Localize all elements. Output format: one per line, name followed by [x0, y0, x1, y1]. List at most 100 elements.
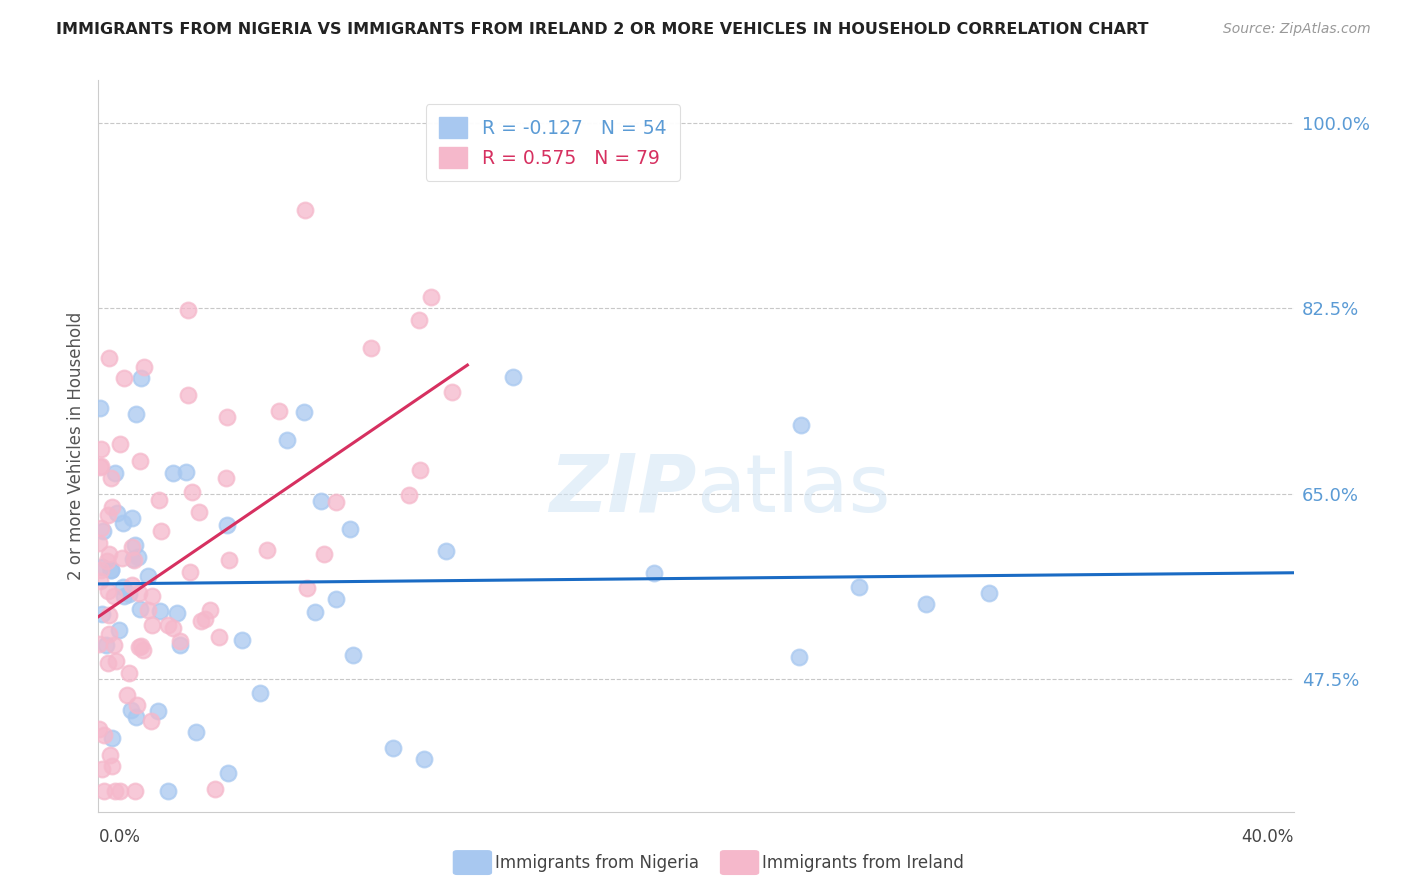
Point: [360, 341, 382, 355]
Point: [112, 589, 135, 603]
Point: [215, 471, 238, 485]
Point: [89, 637, 111, 651]
Point: [148, 493, 170, 508]
Point: [93, 729, 115, 743]
Point: [111, 580, 134, 594]
Point: [117, 665, 139, 680]
Point: [162, 467, 184, 481]
Point: [128, 640, 150, 654]
Point: [141, 618, 163, 632]
Point: [643, 566, 665, 581]
Point: [441, 384, 464, 399]
Point: [848, 581, 870, 595]
Point: [412, 752, 434, 766]
Point: [101, 731, 124, 745]
Point: [104, 783, 127, 797]
Point: [325, 495, 347, 509]
Point: [129, 639, 152, 653]
Point: [217, 518, 239, 533]
Point: [187, 505, 209, 519]
Point: [127, 549, 149, 564]
Point: [787, 649, 810, 664]
Point: [420, 290, 443, 304]
Point: [434, 544, 457, 558]
Point: [96, 554, 118, 568]
Point: [101, 500, 124, 514]
Point: [269, 404, 291, 418]
Point: [169, 633, 191, 648]
Point: [89, 401, 111, 416]
Point: [129, 454, 152, 468]
Point: [132, 643, 155, 657]
Point: [156, 783, 179, 797]
Point: [231, 633, 253, 648]
Point: [309, 494, 332, 508]
Point: [90, 521, 112, 535]
Point: [979, 586, 1001, 600]
Point: [89, 574, 111, 588]
Point: [177, 303, 200, 318]
Point: [339, 522, 361, 536]
Point: [194, 612, 217, 626]
Point: [129, 601, 152, 615]
Point: [136, 603, 159, 617]
Point: [91, 607, 114, 621]
Point: [91, 524, 114, 538]
Point: [120, 703, 142, 717]
Point: [112, 516, 135, 530]
Point: [103, 639, 125, 653]
Point: [157, 618, 180, 632]
Point: [198, 603, 221, 617]
Point: [148, 604, 170, 618]
Point: [190, 614, 212, 628]
Point: [382, 741, 405, 756]
Point: [208, 631, 231, 645]
Point: [104, 467, 127, 481]
Point: [174, 465, 197, 479]
Text: ZIP: ZIP: [548, 450, 696, 529]
Point: [110, 783, 132, 797]
Text: 40.0%: 40.0%: [1241, 828, 1294, 846]
Point: [125, 698, 148, 713]
Point: [111, 551, 134, 566]
Point: [97, 608, 120, 623]
Point: [97, 656, 120, 670]
Point: [256, 543, 278, 558]
Point: [121, 578, 143, 592]
Point: [408, 312, 430, 326]
Point: [124, 538, 146, 552]
Point: [97, 508, 120, 523]
Point: [90, 442, 112, 456]
Point: [314, 547, 336, 561]
Point: [90, 563, 112, 577]
Point: [104, 654, 127, 668]
Text: atlas: atlas: [696, 450, 890, 529]
Point: [141, 714, 163, 728]
Point: [101, 759, 124, 773]
Point: [100, 563, 122, 577]
Point: [177, 388, 200, 402]
Point: [141, 589, 163, 603]
Point: [914, 597, 936, 611]
Text: 0.0%: 0.0%: [98, 828, 141, 846]
Point: [105, 506, 128, 520]
Point: [122, 553, 145, 567]
Point: [125, 710, 148, 724]
Point: [89, 723, 111, 737]
Point: [129, 371, 152, 385]
Point: [108, 437, 131, 451]
Text: Immigrants from Ireland: Immigrants from Ireland: [762, 854, 965, 871]
Point: [292, 405, 315, 419]
Point: [136, 569, 159, 583]
Point: [122, 552, 145, 566]
Point: [146, 704, 169, 718]
Point: [97, 351, 120, 365]
Point: [180, 484, 202, 499]
Y-axis label: 2 or more Vehicles in Household: 2 or more Vehicles in Household: [66, 312, 84, 580]
Point: [90, 458, 112, 473]
Point: [398, 488, 420, 502]
Point: [134, 359, 156, 374]
Point: [217, 766, 239, 780]
Point: [121, 511, 143, 525]
Text: Source: ZipAtlas.com: Source: ZipAtlas.com: [1223, 22, 1371, 37]
